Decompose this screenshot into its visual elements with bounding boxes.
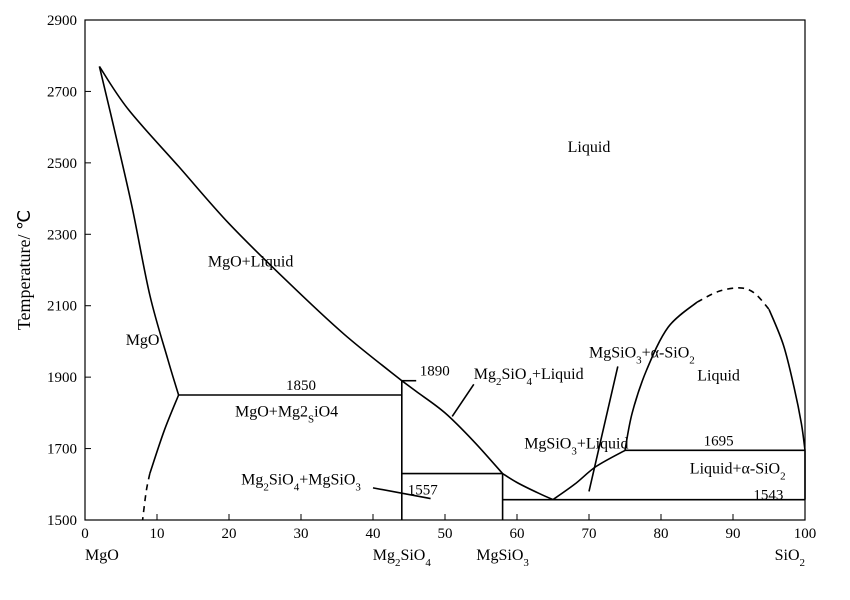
curve-mgO-solvus-low: [150, 395, 179, 474]
x-tick-label: 90: [726, 526, 741, 542]
compound-label: SiO2: [775, 547, 805, 569]
x-tick-label: 70: [582, 526, 597, 542]
y-tick-label: 1500: [47, 513, 77, 529]
plot-border: [85, 20, 805, 520]
curve-liquidus-m1s-right: [553, 450, 625, 499]
x-tick-label: 10: [150, 526, 165, 542]
region-label: Mg2SiO4+MgSiO3: [241, 471, 361, 493]
y-tick-label: 2300: [47, 227, 77, 243]
x-tick-label: 30: [294, 526, 309, 542]
y-tick-label: 1700: [47, 442, 77, 458]
x-tick-label: 60: [510, 526, 525, 542]
y-tick-label: 1900: [47, 370, 77, 386]
region-label: MgO+Mg2SiO4: [235, 403, 338, 425]
y-axis-title: Temperature/ ℃: [14, 210, 34, 330]
y-tick-label: 2100: [47, 299, 77, 315]
y-tick-label: 2700: [47, 84, 77, 100]
x-tick-label: 100: [794, 526, 817, 542]
x-tick-label: 0: [81, 526, 89, 542]
temperature-label: 1850: [286, 378, 316, 394]
y-tick-label: 2900: [47, 13, 77, 29]
curve-liquidus-m2s-right: [402, 381, 503, 474]
region-label: Mg2SiO4+Liquid: [474, 366, 584, 388]
curve-immisc-right: [769, 309, 805, 450]
compound-label: MgO: [85, 547, 119, 564]
temperature-label: 1695: [704, 433, 734, 449]
x-tick-label: 50: [438, 526, 453, 542]
y-tick-label: 2500: [47, 156, 77, 172]
region-label: MgSiO3+α-SiO2: [589, 345, 695, 367]
leader-line: [452, 384, 474, 416]
phase-diagram-container: { "chart": { "type": "phase-diagram", "w…: [0, 0, 850, 600]
phase-diagram-svg: 1500 1700 1900 2100 2300 2500 2700 2900 Temperat…: [0, 0, 850, 600]
compound-label: MgSiO3: [476, 547, 529, 569]
temperature-label: 1543: [753, 488, 783, 504]
x-tick-label: 40: [366, 526, 381, 542]
curve-immisc-left: [625, 302, 697, 450]
curve-mgO-solvus-dashed: [143, 474, 150, 520]
temperature-label: 1557: [408, 483, 439, 499]
x-tick-label: 20: [222, 526, 237, 542]
temperature-label: 1890: [420, 364, 450, 380]
compound-label: Mg2SiO4: [373, 547, 432, 569]
region-label: MgO+Liquid: [208, 253, 293, 270]
region-label: MgSiO3+Liquid: [524, 436, 628, 458]
x-tick-label: 80: [654, 526, 669, 542]
region-label: Liquid: [568, 139, 611, 156]
region-label: Liquid+α-SiO2: [690, 461, 786, 483]
region-label: Liquid: [697, 368, 740, 385]
region-label: MgO: [126, 332, 160, 349]
curve-liquidus-m1s-eutectic: [503, 474, 553, 500]
leader-line: [589, 366, 618, 491]
curve-immisc-top-dashed: [697, 288, 769, 309]
